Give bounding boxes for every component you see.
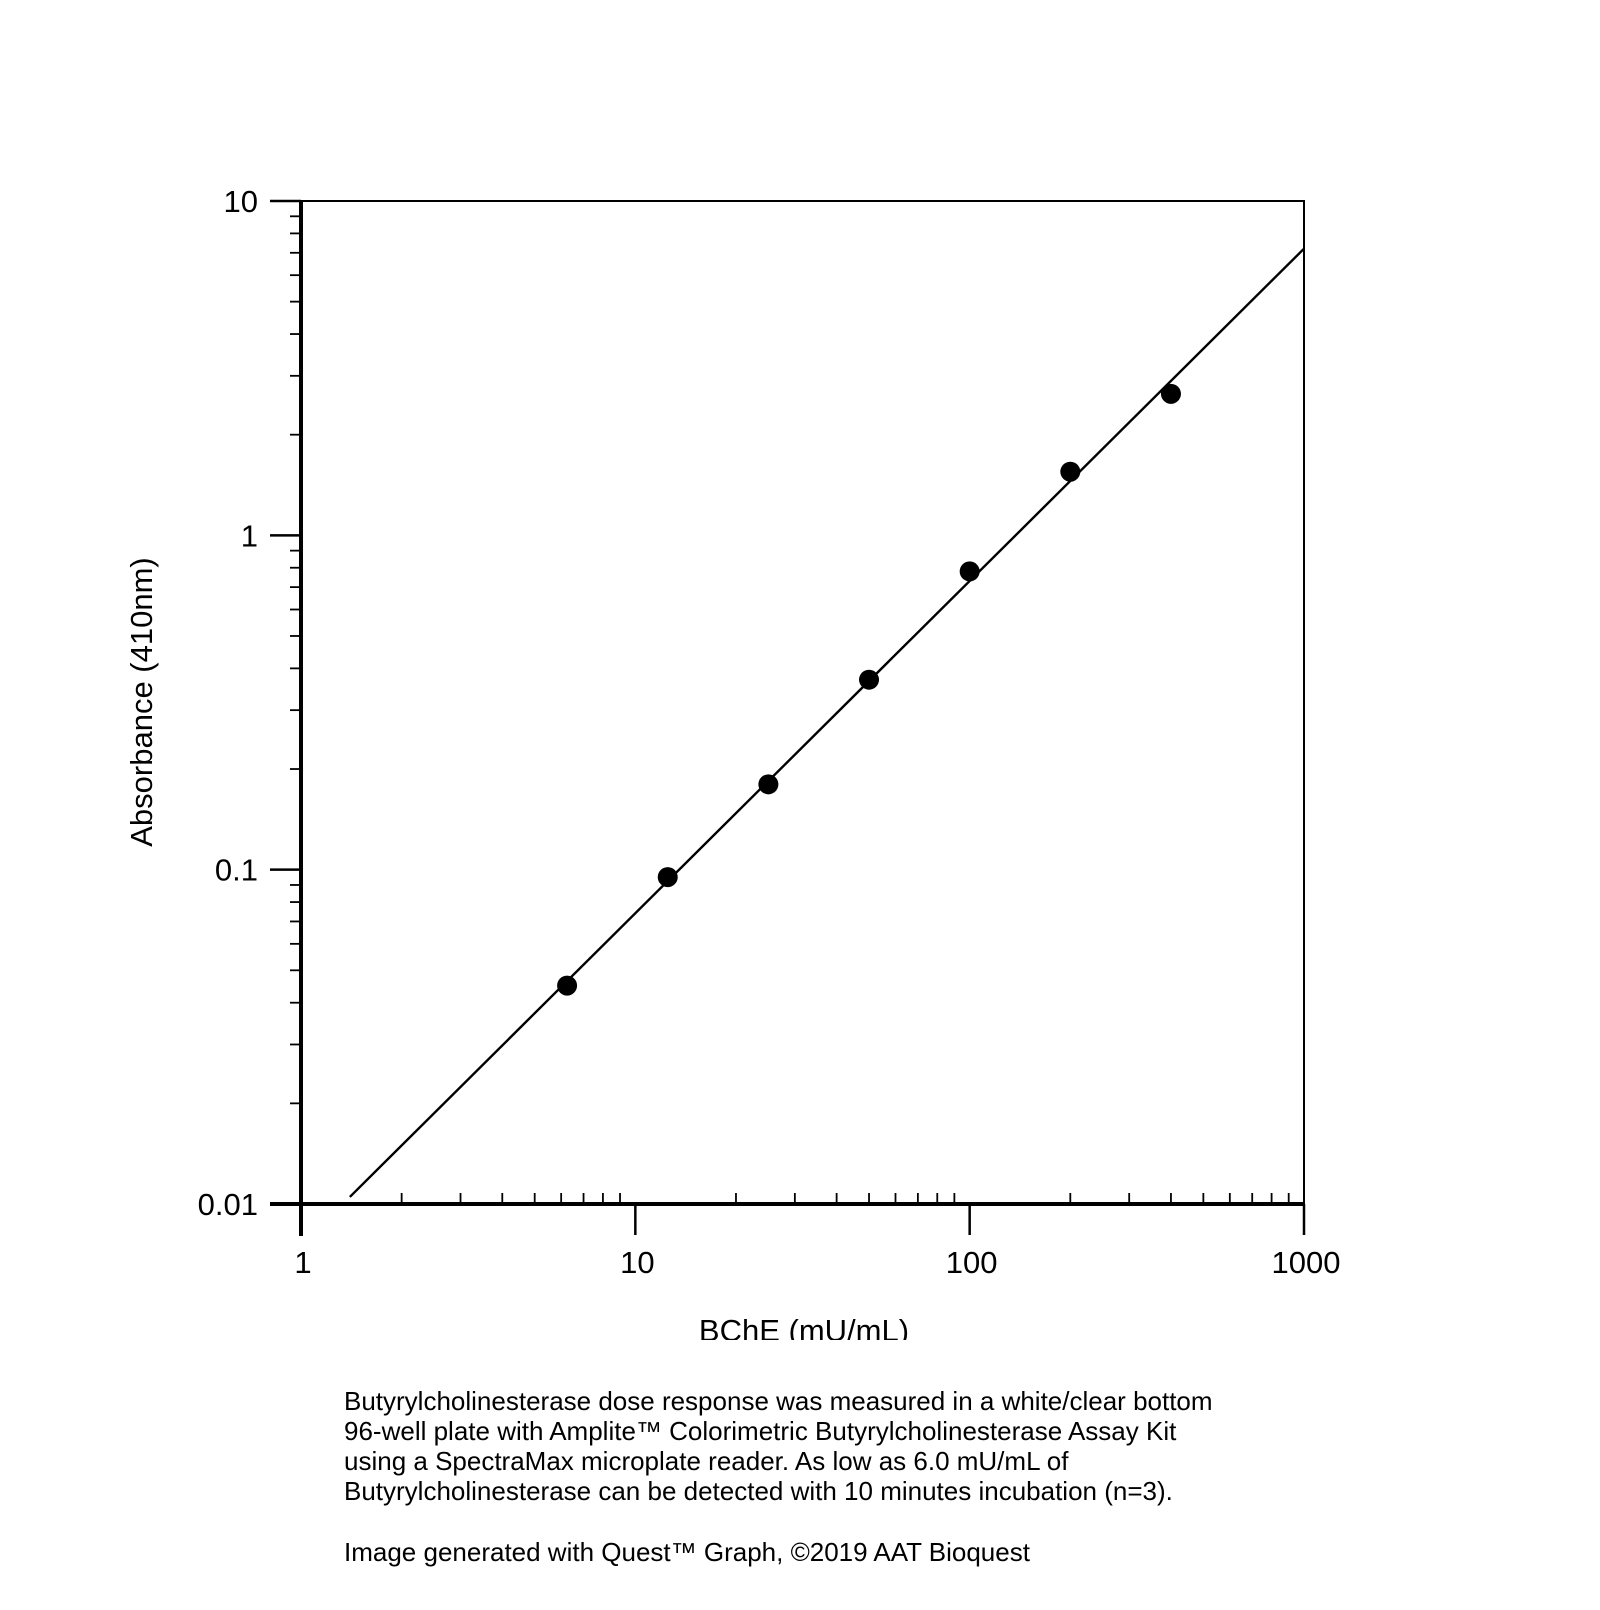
caption-line: Butyrylcholinesterase can be detected wi… [344, 1476, 1173, 1506]
data-point [1060, 461, 1081, 482]
x-axis-ticks [299, 1193, 1306, 1235]
figure-caption: Butyrylcholinesterase dose response was … [344, 1386, 1344, 1506]
credit-line: Image generated with Quest™ Graph, ©2019… [344, 1537, 1030, 1567]
x-tick-label: 1 [294, 1245, 311, 1280]
data-points [557, 383, 1181, 996]
x-axis-tick-labels: 1 10 100 1000 [294, 1245, 1340, 1280]
y-tick-label: 1 [241, 518, 258, 553]
data-point [1160, 383, 1181, 404]
y-tick-label: 0.01 [198, 1187, 258, 1222]
fit-line [349, 247, 1305, 1198]
y-tick-label: 0.1 [215, 853, 258, 888]
fit-line-layer [349, 247, 1305, 1198]
x-axis-label: BChE (mU/mL) [699, 1313, 909, 1340]
data-point [758, 774, 779, 795]
x-tick-label: 100 [946, 1245, 998, 1280]
plot-frame [300, 200, 1305, 1205]
data-point [657, 867, 678, 888]
data-point [959, 561, 980, 582]
x-tick-label: 1000 [1272, 1245, 1341, 1280]
x-tick-label: 10 [620, 1245, 654, 1280]
caption-line: Butyrylcholinesterase dose response was … [344, 1386, 1213, 1416]
data-point [859, 669, 880, 690]
y-axis-ticks [270, 199, 301, 1206]
y-axis-tick-labels: 10 1 0.1 0.01 [198, 184, 258, 1222]
data-point [557, 975, 578, 996]
y-axis-label: Absorbance (410nm) [124, 557, 159, 847]
y-tick-label: 10 [224, 184, 258, 219]
caption-line: using a SpectraMax microplate reader. As… [344, 1446, 1069, 1476]
dose-response-chart: 10 1 0.1 0.01 1 10 100 1000 BChE (mU/mL) Absor… [124, 184, 1340, 1340]
caption-line: 96-well plate with Amplite™ Colorimetric… [344, 1416, 1177, 1446]
